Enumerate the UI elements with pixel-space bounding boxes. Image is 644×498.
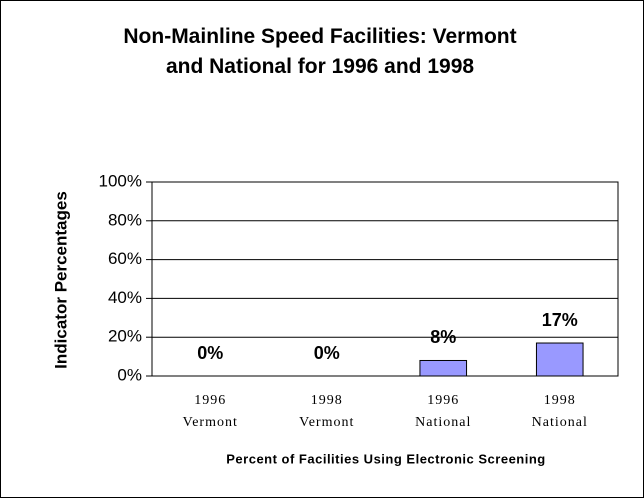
chart-title: Non-Mainline Speed Facilities: Vermont a… [123, 25, 517, 78]
bar [419, 359, 468, 377]
x-tick-label: Vermont [183, 415, 238, 430]
x-tick-label: 1996 [427, 393, 459, 408]
y-axis-label: Indicator Percentages [51, 191, 70, 369]
x-tick-label: 1996 [194, 393, 226, 408]
x-tick-label: 1998 [311, 393, 343, 408]
y-tick-label: 40% [108, 288, 142, 307]
x-tick-label: Vermont [299, 415, 354, 430]
x-tick-label: National [532, 415, 588, 430]
y-tick-label: 60% [108, 249, 142, 268]
y-tick-label: 20% [108, 327, 142, 346]
x-axis-label: Percent of Facilities Using Electronic S… [226, 451, 545, 466]
y-tick-label: 80% [108, 210, 142, 229]
bar [535, 342, 584, 377]
y-tick-label: 100% [99, 171, 142, 190]
value-label: 0% [197, 343, 223, 363]
x-tick-label: National [415, 415, 471, 430]
value-label: 8% [430, 327, 456, 347]
value-label: 0% [314, 343, 340, 363]
value-label: 17% [542, 310, 578, 330]
y-tick-label: 0% [117, 365, 142, 384]
x-tick-label: 1998 [544, 393, 576, 408]
